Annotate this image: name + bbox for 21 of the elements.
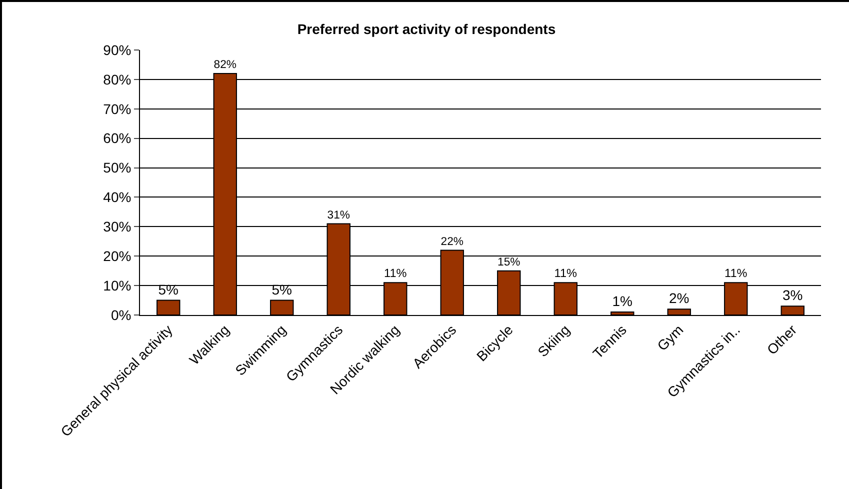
data-label: 11% xyxy=(554,267,578,280)
data-label: 82% xyxy=(214,59,236,72)
y-tick-label: 80% xyxy=(103,71,132,88)
chart-title: Preferred sport activity of respondents xyxy=(297,20,556,37)
data-label: 31% xyxy=(327,209,350,222)
data-label: 15% xyxy=(498,256,520,268)
y-tick-label: 20% xyxy=(103,248,132,264)
y-tick-label: 60% xyxy=(103,130,132,146)
y-tick-label: 50% xyxy=(103,160,132,176)
y-tick-label: 70% xyxy=(103,100,132,117)
y-tick-label: 40% xyxy=(103,189,132,206)
data-label: 3% xyxy=(782,287,803,304)
y-tick-label: 0% xyxy=(110,306,132,323)
data-label: 11% xyxy=(724,267,748,280)
data-label: 1% xyxy=(612,293,632,310)
data-label: 11% xyxy=(384,267,408,280)
y-tick-label: 10% xyxy=(103,277,132,294)
data-label: 22% xyxy=(440,236,464,248)
y-tick-label: 30% xyxy=(103,218,132,235)
y-tick-label: 90% xyxy=(103,42,132,58)
data-label: 2% xyxy=(669,290,690,306)
